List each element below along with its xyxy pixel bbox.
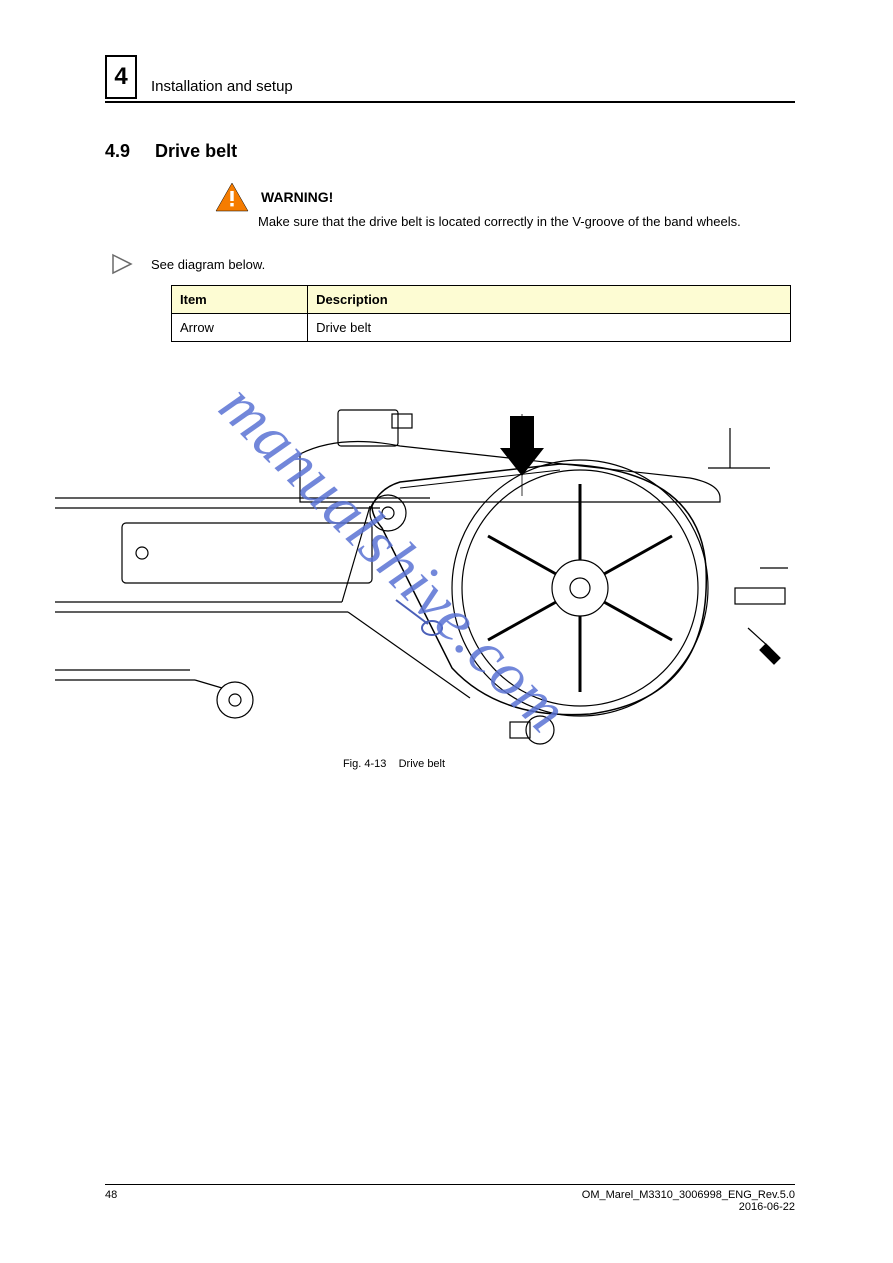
figure-id: Fig. 4-13 <box>343 758 386 770</box>
header-rule <box>105 101 795 103</box>
th-item: Item <box>172 286 308 314</box>
diagram-intro-text: See diagram below. <box>151 257 265 272</box>
th-description: Description <box>308 286 791 314</box>
td-item: Arrow <box>172 314 308 342</box>
figure-text: Drive belt <box>399 758 445 770</box>
page-number: 48 <box>105 1189 117 1213</box>
td-description: Drive belt <box>308 314 791 342</box>
chapter-title: Installation and setup <box>151 78 293 99</box>
warning-label: WARNING! <box>261 189 333 205</box>
section-number: 4.9 <box>105 141 130 161</box>
footer-rule <box>105 1184 795 1185</box>
warning-icon <box>215 182 249 212</box>
section-title-text: Drive belt <box>155 141 237 161</box>
triangle-bullet-icon <box>111 253 133 275</box>
section-heading: 4.9 Drive belt <box>105 141 795 162</box>
chapter-number: 4 <box>114 63 127 91</box>
figure-drive-belt: manualshive.com <box>0 368 788 748</box>
drive-belt-diagram <box>0 368 788 748</box>
table-header-row: Item Description <box>172 286 791 314</box>
page-footer: 48 OM_Marel_M3310_3006998_ENG_Rev.5.0 20… <box>105 1184 795 1213</box>
diagram-intro-row: See diagram below. <box>111 253 795 275</box>
table-row: Arrow Drive belt <box>172 314 791 342</box>
parts-table: Item Description Arrow Drive belt <box>171 285 791 342</box>
chapter-number-box: 4 <box>105 55 137 99</box>
doc-date: 2016-06-22 <box>739 1201 795 1213</box>
figure-caption: Fig. 4-13 Drive belt <box>0 758 788 770</box>
page-header: 4 Installation and setup <box>105 55 795 99</box>
doc-id: OM_Marel_M3310_3006998_ENG_Rev.5.0 <box>582 1189 795 1201</box>
warning-text: Make sure that the drive belt is located… <box>258 214 795 229</box>
warning-block: WARNING! <box>215 182 795 212</box>
